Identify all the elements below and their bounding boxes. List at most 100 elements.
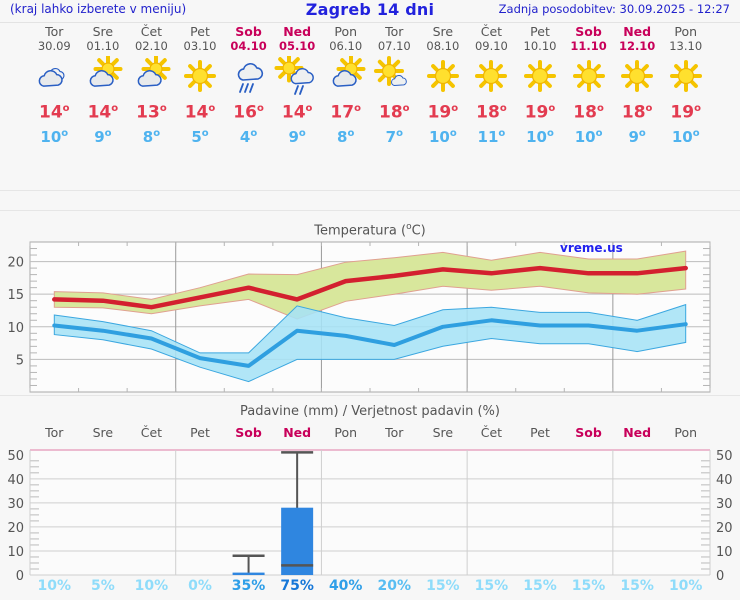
precip-probability: 15% [474,578,509,594]
temp-min: 9o [628,127,646,146]
day-date: 13.10 [669,39,703,53]
sunny-icon [514,56,566,96]
day-date: 12.10 [618,39,656,53]
last-updated: Zadnja posodobitev: 30.09.2025 - 12:27 [498,2,730,16]
svg-text:20: 20 [7,256,24,271]
section-divider-2 [0,210,740,211]
day-of-week: Sob [575,24,602,39]
svg-text:0: 0 [716,569,724,584]
temp-max: 19o [427,102,459,123]
day-column[interactable]: Čet 02.10 13o 8o [125,24,177,147]
temp-max: 18o [621,102,653,123]
precip-day-label: Sre [432,425,454,440]
temp-min: 10o [574,127,603,146]
svg-text:15: 15 [7,288,24,303]
day-column[interactable]: Ned 05.10 14o 9o [271,24,323,147]
day-date: 07.10 [377,39,411,53]
precip-day-label: Pon [674,425,698,440]
day-of-week: Tor [385,24,404,39]
day-date: 03.10 [183,39,217,53]
temperature-title-main: Temperatura ( [314,223,407,239]
precip-probability: 15% [426,578,460,594]
sunny-icon [417,56,469,96]
temp-max: 13o [136,102,167,123]
precip-probability: 10% [668,578,703,594]
day-column[interactable]: Sob 04.10 16o 4o [223,24,275,147]
daily-forecast-strip: Tor 30.09 14o 10o Sre 01.10 14o 9o Čet 02.10 13… [0,24,740,184]
day-of-week: Sre [92,24,114,39]
temp-max: 14o [39,102,70,123]
precip-day-label: Pet [190,425,210,440]
day-date: 06.10 [329,39,363,53]
day-date: 02.10 [134,39,168,53]
temp-min: 8o [337,127,355,146]
day-column[interactable]: Sre 08.10 19o 10o [417,24,469,147]
temp-min: 9o [288,127,306,146]
day-date: 30.09 [37,39,71,53]
day-of-week: Tor [45,24,64,39]
precip-day-label: Pet [530,425,550,440]
day-column[interactable]: Pon 13.10 19o 10o [660,24,712,147]
temp-max: 19o [524,102,556,123]
precip-day-label: Sre [92,425,114,440]
sunny-icon [611,56,663,96]
precip-day-label: Sob [575,425,602,440]
partly-sunny-icon [125,56,177,96]
svg-text:20: 20 [7,521,24,536]
svg-text:30: 30 [716,497,733,512]
day-of-week: Sob [235,24,262,39]
day-column[interactable]: Sob 11.10 18o 10o [563,24,615,147]
precip-day-label: Sob [235,425,262,440]
day-of-week: Ned [283,24,312,39]
temp-min: 5o [191,127,209,146]
temperature-plot: 5 10 15 20 [7,241,711,393]
day-column[interactable]: Pet 03.10 14o 5o [174,24,226,147]
precipitation-chart: Padavine (mm) / Verjetnost padavin (%) T… [0,400,740,600]
svg-text:50: 50 [716,449,733,464]
day-column[interactable]: Čet 09.10 18o 11o [465,24,517,147]
precip-probability: 10% [134,578,169,594]
day-column[interactable]: Tor 30.09 14o 10o [28,24,80,147]
temp-min: 4o [239,127,258,146]
temp-min: 10o [671,127,700,146]
page-header: (kraj lahko izberete v meniju) Zagreb 14… [0,0,740,22]
temp-max: 18o [573,102,604,123]
temperature-chart-title: Temperatura (oC) [0,222,740,238]
day-of-week: Ned [623,24,652,39]
temp-max: 17o [330,102,361,123]
day-of-week: Pon [334,24,358,39]
day-date: 09.10 [474,39,508,53]
day-of-week: Pon [674,24,698,39]
day-date: 01.10 [86,39,120,53]
svg-text:10: 10 [7,545,24,560]
temp-min: 10o [526,127,554,146]
precip-probability: 15% [523,578,557,594]
precipitation-plot: 0 0 10 10 20 20 30 30 40 40 50 50 [7,449,733,584]
temp-min: 11o [477,127,506,146]
precip-probability: 15% [571,578,606,594]
day-column[interactable]: Tor 07.10 18o 7o [368,24,420,147]
temp-max: 14o [281,102,313,123]
day-column[interactable]: Ned 12.10 18o 9o [611,24,663,147]
day-of-week: Pet [530,24,550,39]
svg-text:30: 30 [7,497,24,512]
precip-probability: 75% [280,578,314,594]
day-date: 05.10 [278,39,316,53]
temp-max: 14o [184,102,216,123]
watermark: vreme.us [560,241,623,255]
sunny-icon [465,56,517,96]
temp-min: 9o [94,127,112,146]
precip-probability: 0% [188,578,212,594]
temp-max: 14o [87,102,119,123]
day-of-week: Sre [432,24,454,39]
day-date: 11.10 [570,39,607,53]
day-column[interactable]: Pet 10.10 19o 10o [514,24,566,147]
day-column[interactable]: Pon 06.10 17o 8o [320,24,372,147]
svg-text:20: 20 [716,521,733,536]
day-date: 10.10 [523,39,557,53]
precip-day-label: Tor [45,425,64,440]
cloudy-icon [28,56,80,96]
temperature-chart: Temperatura (oC) 5 10 15 20 vreme.us [0,212,740,407]
day-column[interactable]: Sre 01.10 14o 9o [77,24,129,147]
